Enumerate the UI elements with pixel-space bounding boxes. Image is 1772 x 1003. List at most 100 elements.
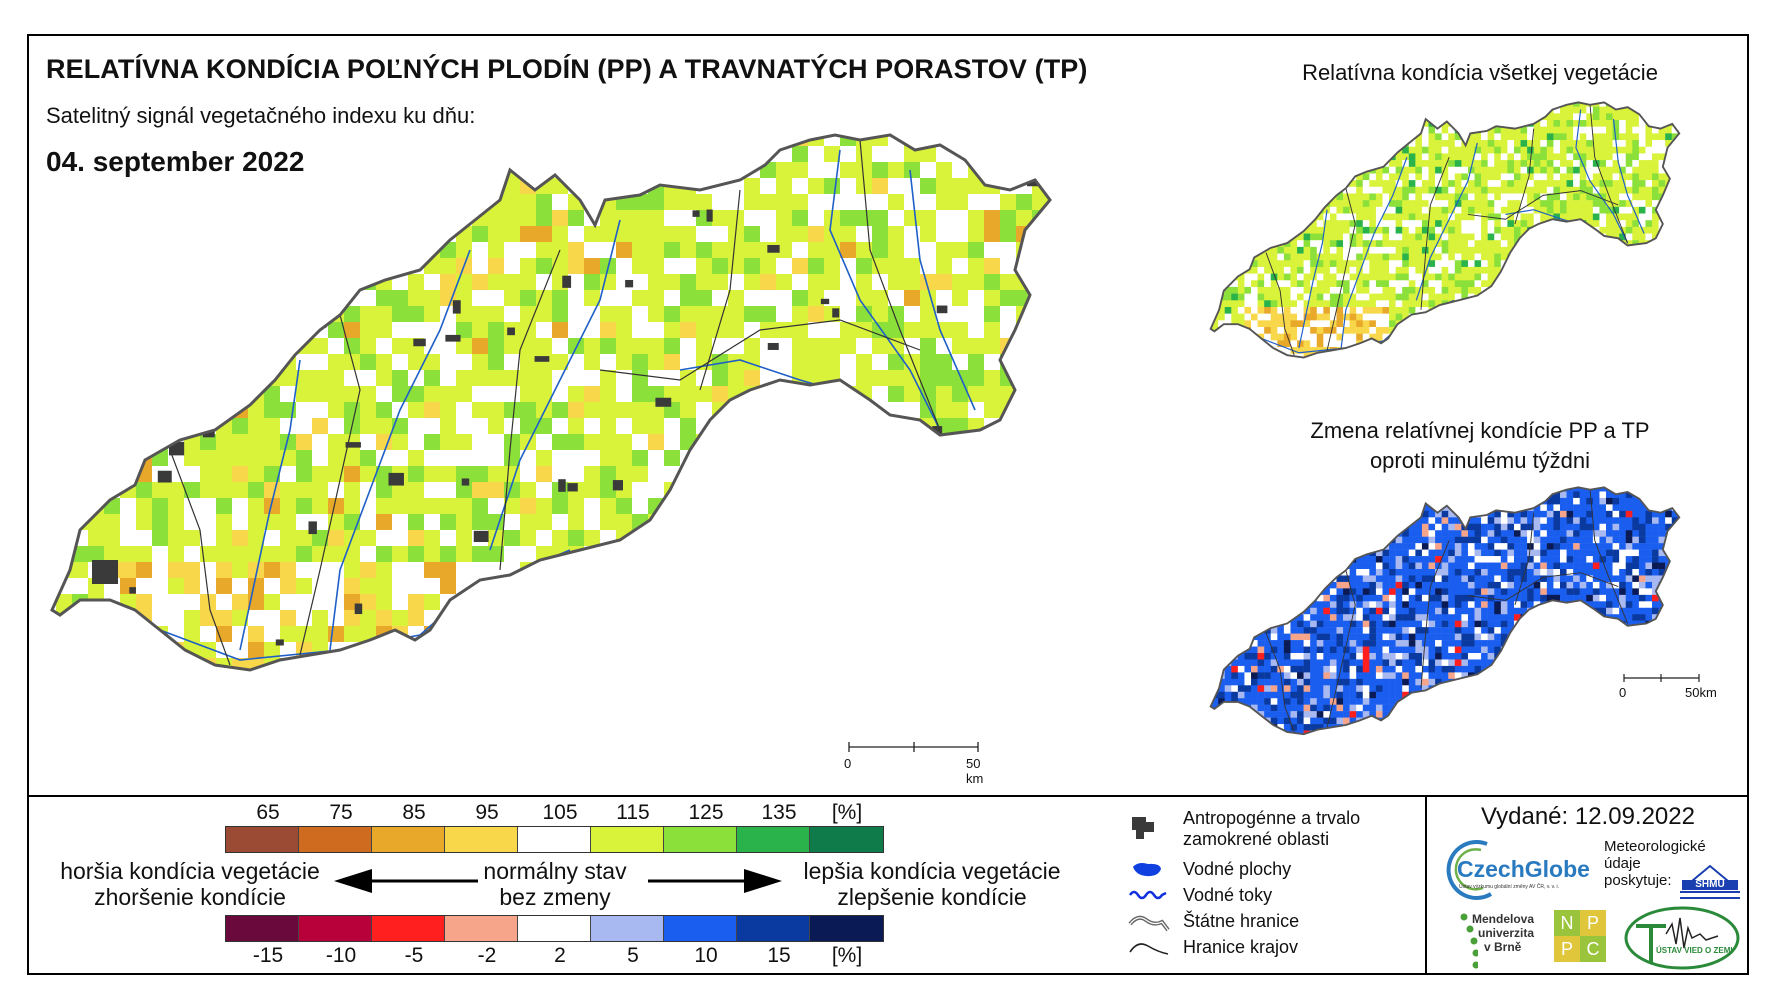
color-swatch	[810, 827, 883, 852]
meteo-line3: poskytuje:	[1604, 872, 1672, 889]
tick-label: 15	[767, 944, 791, 967]
legend-water-bodies: Vodné plochy	[1183, 859, 1292, 879]
change-scale-bar: 0 50km	[1619, 672, 1723, 702]
tick-label: 95	[475, 801, 499, 824]
color-swatch	[810, 916, 883, 941]
tick-label: 75	[329, 801, 353, 824]
color-swatch	[299, 827, 372, 852]
color-swatch	[737, 916, 810, 941]
tick-label: 105	[542, 801, 578, 824]
nppc-letter-c: C	[1580, 936, 1606, 962]
legend-urban: Antropogénne a trvalo zamokrené oblasti	[1183, 808, 1360, 850]
tick-label: 125	[688, 801, 724, 824]
color-swatch	[591, 916, 664, 941]
color-swatch	[664, 827, 737, 852]
scale-50km-small: 50km	[1685, 685, 1717, 700]
color-swatch	[372, 827, 445, 852]
tick-label: -5	[404, 944, 424, 967]
scale-zero-small: 0	[1619, 685, 1627, 700]
state-border-icon	[1128, 915, 1170, 932]
legend-rivers: Vodné toky	[1183, 885, 1273, 905]
all-vegetation-map	[1209, 101, 1681, 359]
legend-region-border: Hranice krajov	[1183, 937, 1299, 957]
weekly-change-map	[1209, 486, 1681, 736]
scale-50km: 50 km	[966, 756, 984, 786]
change-color-bar	[225, 915, 884, 942]
change-title-line1: Zmena relatívnej kondície PP a TP	[1310, 418, 1650, 443]
shmu-logo: SHMÚ	[1676, 862, 1744, 904]
uvz-logo: ÚSTAV VIED O ZEMI	[1622, 904, 1742, 972]
change-title: Zmena relatívnej kondície PP a TP oproti…	[1240, 416, 1720, 476]
better-line1: lepšia kondícia vegetácie	[803, 858, 1061, 884]
normal-line1: normálny stav	[483, 858, 627, 884]
left-arrow-icon	[334, 869, 478, 893]
color-swatch	[518, 916, 591, 941]
urban-area-icon	[1132, 817, 1154, 839]
change-tick-labels: -15 -10 -5 -2 2 5 10 15 [%]	[225, 944, 925, 968]
condition-tick-labels: 65 75 85 95 105 115 125 135 [%]	[225, 801, 925, 825]
condition-color-bar	[225, 826, 884, 853]
meteo-line1: Meteorologické	[1604, 838, 1706, 855]
issued-date: Vydané: 12.09.2022	[1481, 803, 1695, 830]
change-title-line2: oproti minulému týždni	[1369, 448, 1591, 473]
color-swatch	[445, 827, 518, 852]
worse-line2: zhoršenie kondície	[94, 884, 286, 910]
tick-label: [%]	[831, 801, 863, 824]
uvz-text: ÚSTAV VIED O ZEMI	[1656, 946, 1733, 955]
czechglobe-text: CzechGlobe	[1457, 856, 1590, 882]
tick-label: 65	[256, 801, 280, 824]
czechglobe-logo: CzechGlobe Ústav výzkumu globální změny …	[1435, 838, 1605, 903]
legend-state-border: Štátne hranice	[1183, 911, 1300, 931]
nppc-logo: N P P C	[1554, 910, 1606, 962]
tick-label: 2	[554, 944, 566, 967]
nppc-letter-p1: P	[1580, 910, 1606, 936]
shmu-text: SHMÚ	[1695, 879, 1725, 890]
legend-urban-line2: zamokrené oblasti	[1183, 829, 1330, 849]
worse-line1: horšia kondícia vegetácie	[60, 858, 320, 884]
scale-zero: 0	[844, 756, 852, 771]
normal-description: normálny stav bez zmeny	[455, 858, 655, 910]
color-swatch	[737, 827, 810, 852]
legend-urban-line1: Antropogénne a trvalo	[1183, 808, 1361, 828]
meteo-provider-text: Meteorologické údaje poskytuje:	[1604, 838, 1706, 889]
legend-divider	[27, 795, 1749, 797]
nppc-letter-n: N	[1554, 910, 1580, 936]
color-swatch	[445, 916, 518, 941]
mendel-line1: Mendelova	[1472, 912, 1535, 926]
worse-description: horšia kondícia vegetácie zhoršenie kond…	[40, 858, 340, 910]
color-swatch	[299, 916, 372, 941]
color-swatch	[591, 827, 664, 852]
tick-label: 135	[761, 801, 797, 824]
legend-vertical-divider	[1425, 795, 1427, 975]
water-body-icon	[1133, 863, 1161, 877]
tick-label: 85	[402, 801, 426, 824]
meteo-line2: údaje	[1604, 855, 1641, 872]
normal-line2: bez zmeny	[499, 884, 611, 910]
mendel-line2: univerzita	[1478, 926, 1535, 940]
better-line2: zlepšenie kondície	[837, 884, 1027, 910]
nppc-letter-p2: P	[1554, 936, 1580, 962]
mendel-logo: Mendelova univerzita v Brně	[1458, 910, 1548, 972]
map-title: RELATÍVNA KONDÍCIA POĽNÝCH PLODÍN (PP) A…	[46, 54, 1088, 84]
color-swatch	[518, 827, 591, 852]
color-swatch	[664, 916, 737, 941]
tick-label: -15	[252, 944, 284, 967]
better-description: lepšia kondícia vegetácie zlepšenie kond…	[782, 858, 1082, 910]
main-scale-bar: 0 50 km	[844, 740, 988, 786]
color-swatch	[226, 916, 299, 941]
map-subtitle: Satelitný signál vegetačného indexu ku d…	[46, 103, 476, 128]
main-condition-map	[50, 133, 1052, 672]
tick-label: -2	[477, 944, 497, 967]
date-label: 04. september 2022	[46, 146, 305, 177]
tick-label: 10	[694, 944, 718, 967]
tick-label: 115	[616, 801, 650, 824]
czechglobe-subtext: Ústav výzkumu globální změny AV ČR, v. v…	[1459, 884, 1560, 890]
tick-label: [%]	[831, 944, 863, 967]
color-swatch	[372, 916, 445, 941]
region-border-icon	[1129, 943, 1169, 955]
river-icon	[1128, 890, 1167, 900]
right-arrow-icon	[648, 869, 782, 893]
tick-label: -10	[325, 944, 357, 967]
tick-label: 5	[627, 944, 639, 967]
all-vegetation-title: Relatívna kondícia všetkej vegetácie	[1302, 60, 1658, 85]
